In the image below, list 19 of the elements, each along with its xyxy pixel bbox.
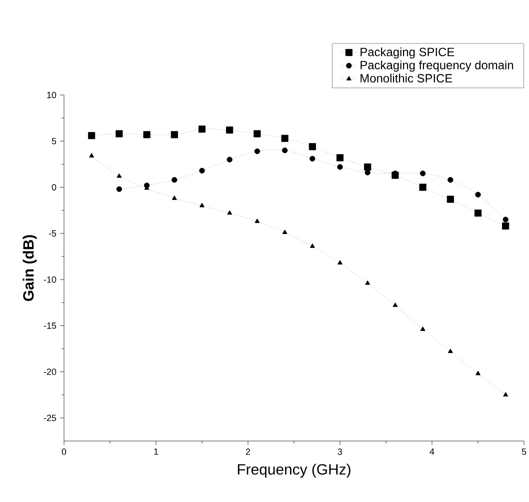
y-tick-label: 0: [52, 184, 56, 190]
y-tick-label: -15: [44, 322, 56, 329]
x-tick-label: 2: [246, 448, 250, 455]
y-tick-label: 10: [47, 92, 56, 98]
y-tick-label: -20: [44, 368, 56, 375]
legend-label: Packaging SPICE: [360, 47, 454, 59]
legend-label: Packaging frequency domain: [360, 60, 514, 72]
y-tick-label: -10: [44, 276, 56, 283]
y-tick-label: -5: [48, 230, 56, 237]
y-tick-label: 5: [52, 138, 56, 144]
y-tick-label: -25: [44, 414, 56, 422]
x-tick-label: 4: [430, 448, 434, 455]
x-tick-label: 3: [338, 448, 342, 455]
x-tick-label: 0: [62, 448, 66, 455]
x-tick-label: 5: [522, 448, 526, 455]
legend-label: Monolithic SPICE: [360, 74, 452, 83]
y-axis-title: Gain (dB): [22, 235, 37, 302]
x-tick-label: 1: [154, 448, 158, 455]
x-axis-title: Frequency (GHz): [238, 464, 350, 478]
